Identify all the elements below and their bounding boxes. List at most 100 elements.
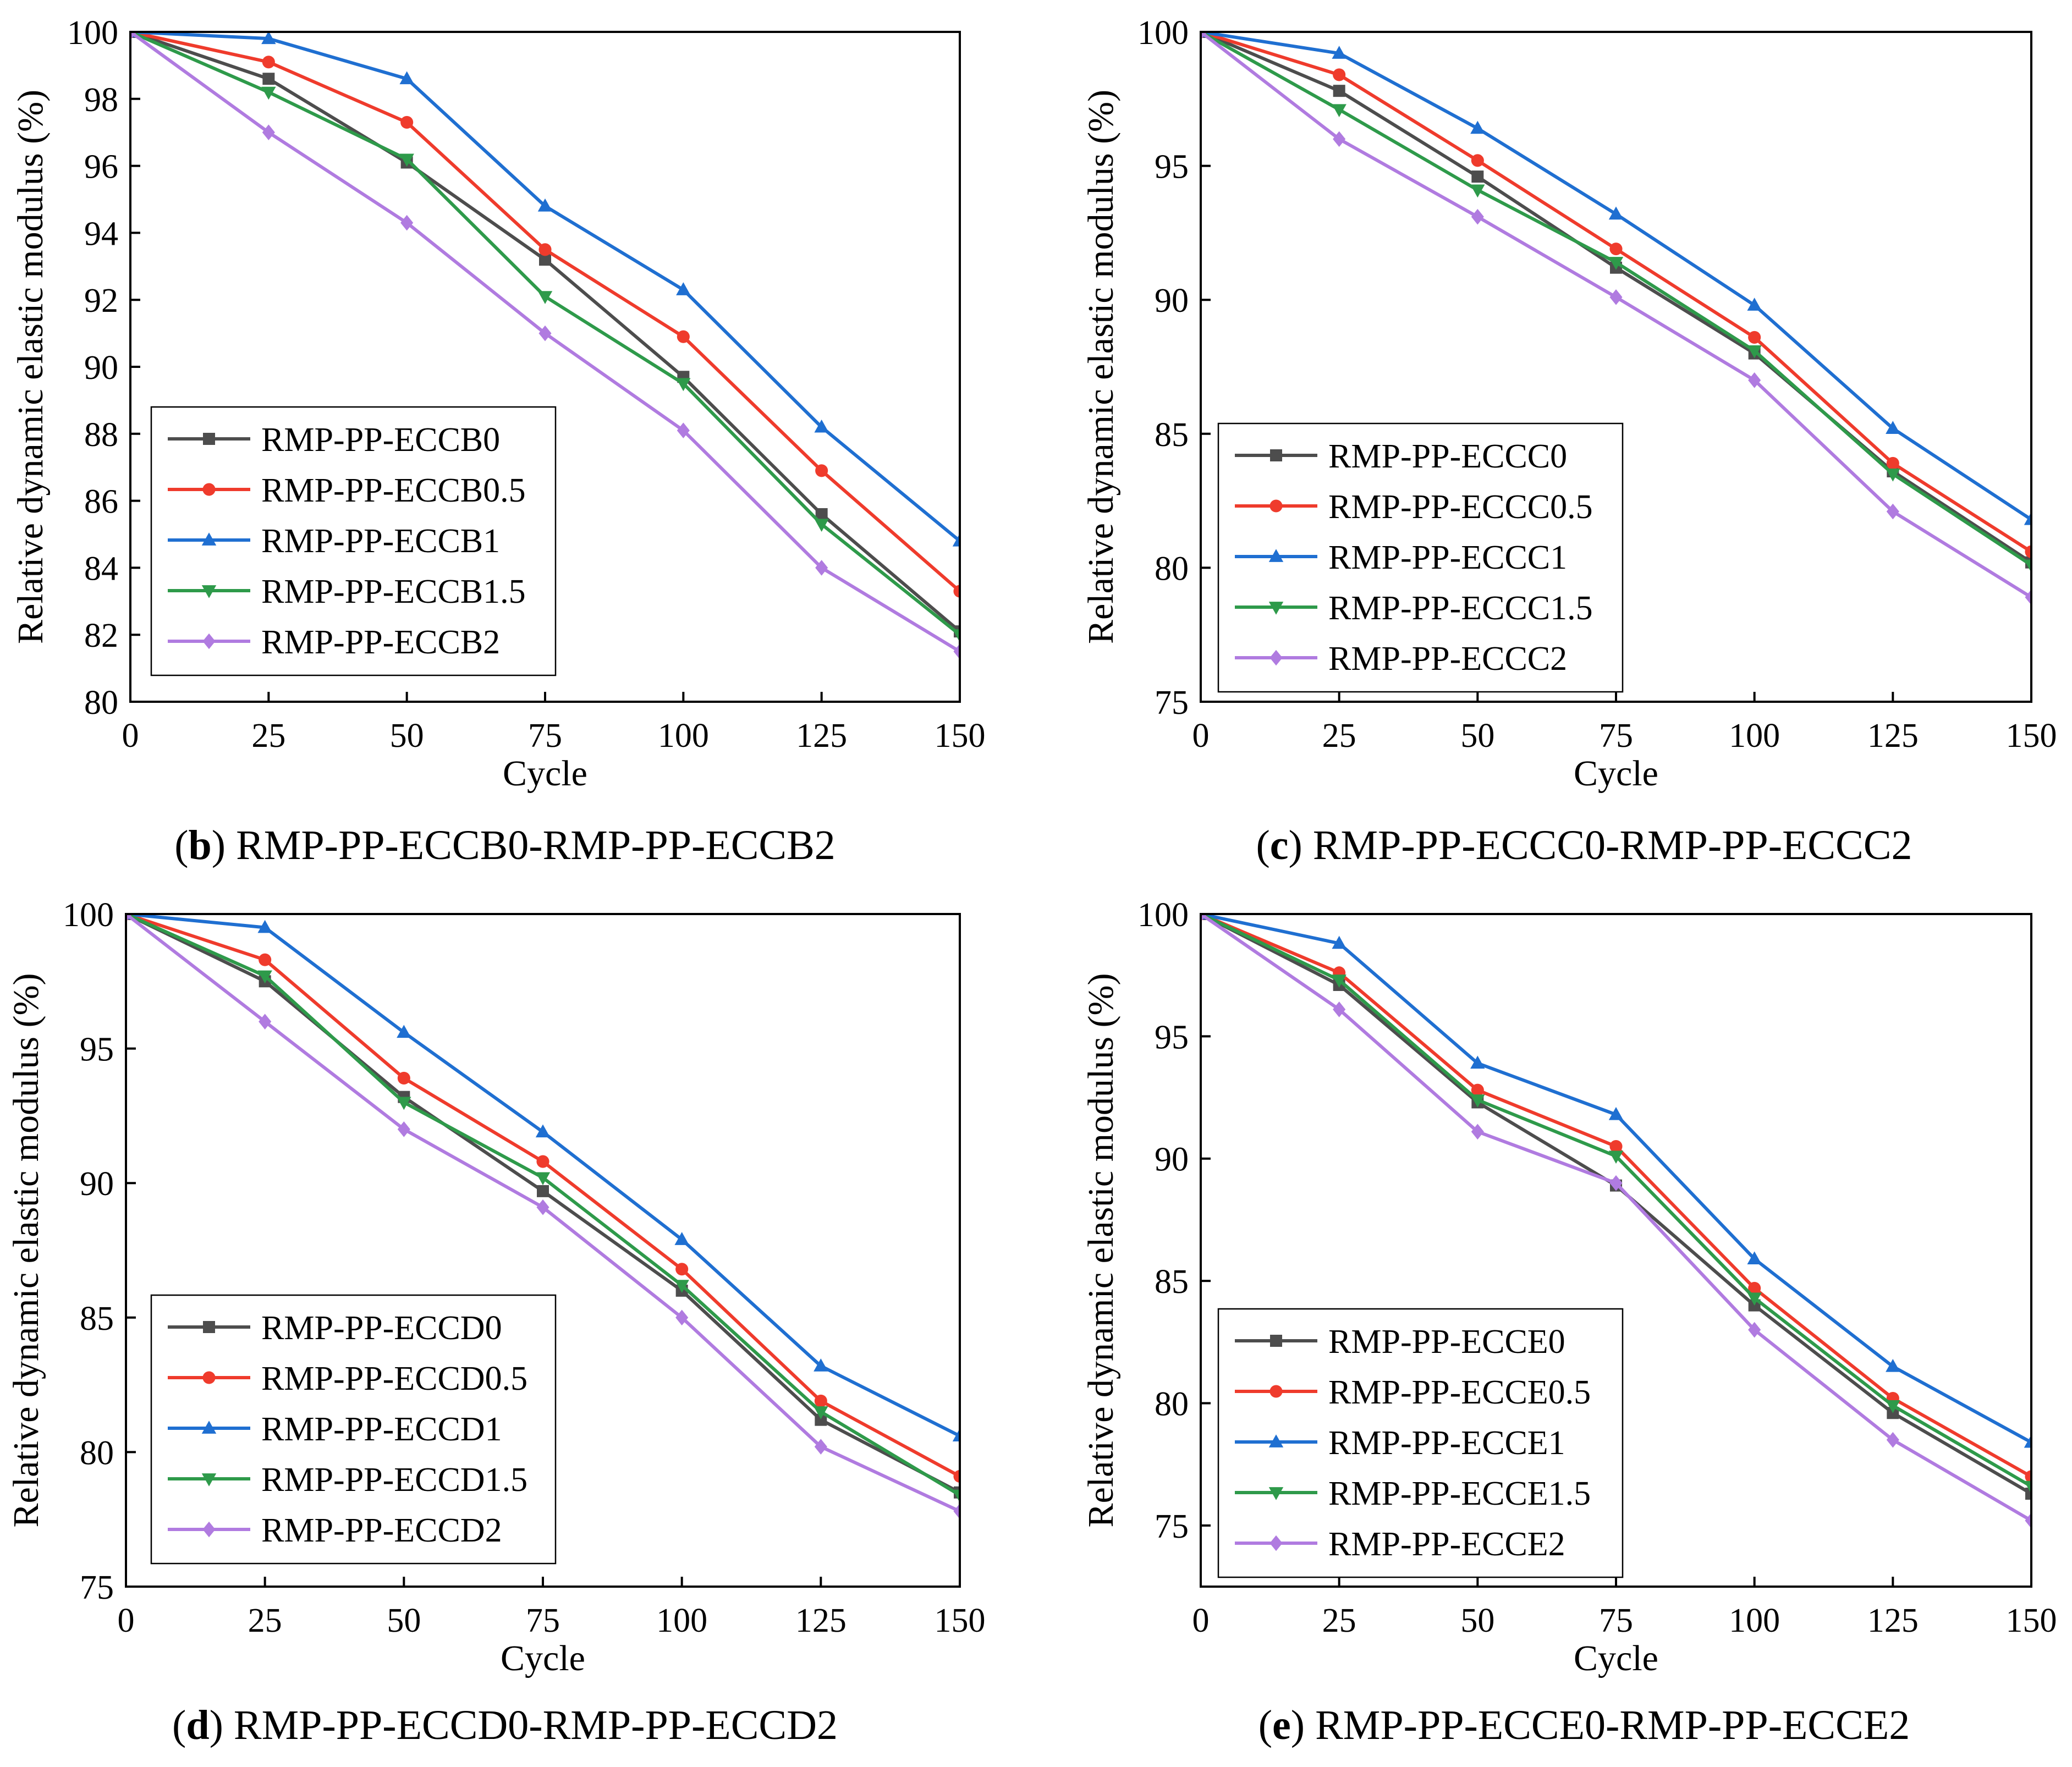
y-tick-label: 90	[84, 349, 118, 387]
data-point-RMP-PP-ECCC2	[1748, 372, 1761, 388]
y-tick-label: 86	[84, 483, 118, 521]
data-point-RMP-PP-ECCB1.5	[261, 86, 276, 100]
data-point-RMP-PP-ECCB2	[815, 560, 828, 576]
data-point-RMP-PP-ECCD1	[535, 1124, 551, 1138]
data-point-RMP-PP-ECCB2	[538, 325, 552, 342]
panel-caption-text: RMP-PP-ECCD0-RMP-PP-ECCD2	[234, 1702, 838, 1748]
data-point-RMP-PP-ECCB0	[262, 73, 275, 85]
data-point-RMP-PP-ECCD0.5	[397, 1071, 410, 1085]
data-point-RMP-PP-ECCE1	[1470, 1055, 1485, 1069]
y-tick-label: 90	[1155, 1141, 1189, 1179]
x-tick-label: 0	[1192, 717, 1210, 755]
data-point-RMP-PP-ECCE1.5	[1886, 1400, 1900, 1413]
legend-marker	[202, 483, 216, 496]
data-point-RMP-PP-ECCE2	[1748, 1322, 1761, 1338]
legend-label: RMP-PP-ECCE1	[1328, 1424, 1565, 1462]
x-tick-label: 25	[251, 717, 285, 755]
data-point-RMP-PP-ECCE1	[1332, 935, 1346, 949]
x-tick-label: 25	[1322, 1602, 1356, 1639]
legend-label: RMP-PP-ECCD0.5	[261, 1360, 527, 1397]
chart-panel-d: 0 25 50 75 100 125 150 75 80 85 90 95 100 Cycle Relati…	[6, 896, 986, 1748]
y-tick-label: 80	[1155, 550, 1189, 587]
y-tick-label: 80	[84, 684, 118, 722]
x-tick-label: 25	[248, 1602, 282, 1639]
x-tick-label: 75	[526, 1602, 560, 1639]
x-axis-label: Cycle	[503, 753, 587, 794]
data-point-RMP-PP-ECCB1.5	[399, 153, 414, 167]
data-point-RMP-PP-ECCE1.5	[1608, 1151, 1624, 1164]
data-point-RMP-PP-ECCD1	[257, 920, 272, 933]
y-tick-label: 98	[84, 81, 118, 119]
legend-label: RMP-PP-ECCB0.5	[261, 472, 526, 509]
x-axis-label: Cycle	[1574, 1638, 1658, 1678]
panel-letter: b	[189, 822, 212, 868]
data-point-RMP-PP-ECCE2	[1333, 1001, 1346, 1017]
panel-caption: (d) RMP-PP-ECCD0-RMP-PP-ECCD2	[172, 1702, 838, 1748]
legend-marker	[202, 1521, 216, 1538]
data-point-RMP-PP-ECCD1.5	[397, 1097, 411, 1110]
y-tick-label: 88	[84, 416, 118, 454]
x-tick-label: 50	[387, 1602, 421, 1639]
legend-label: RMP-PP-ECCC1	[1328, 539, 1567, 576]
panel-caption-text: RMP-PP-ECCC0-RMP-PP-ECCC2	[1313, 822, 1912, 868]
data-point-RMP-PP-ECCD2	[814, 1439, 827, 1455]
x-tick-label: 50	[390, 717, 424, 755]
legend-label: RMP-PP-ECCC0.5	[1328, 488, 1593, 526]
data-point-RMP-PP-ECCE1.5	[1332, 975, 1346, 988]
legend-marker	[203, 433, 215, 445]
y-tick-label: 95	[1155, 148, 1189, 186]
legend-label: RMP-PP-ECCE0	[1328, 1323, 1565, 1361]
legend-label: RMP-PP-ECCC2	[1328, 640, 1567, 678]
y-tick-label: 75	[1155, 1508, 1189, 1545]
y-tick-label: 75	[1155, 684, 1189, 722]
data-point-RMP-PP-ECCD0.5	[259, 953, 272, 966]
legend-marker	[1268, 1487, 1284, 1500]
y-tick-label: 100	[67, 14, 118, 52]
data-point-RMP-PP-ECCB0.5	[677, 330, 690, 343]
series-group	[1201, 31, 2032, 605]
legend-label: RMP-PP-ECCD2	[261, 1512, 502, 1549]
y-tick-label: 84	[84, 550, 118, 587]
panel-letter: e	[1272, 1702, 1291, 1748]
legend-marker	[201, 532, 217, 546]
x-tick-label: 125	[1867, 717, 1919, 755]
data-point-RMP-PP-ECCB1.5	[676, 378, 691, 392]
series-group	[130, 31, 961, 659]
data-point-RMP-PP-ECCC1.5	[1747, 345, 1762, 359]
data-point-RMP-PP-ECCC1.5	[1608, 257, 1624, 270]
data-point-RMP-PP-ECCC2	[1886, 503, 1899, 520]
data-point-RMP-PP-ECCB0.5	[538, 243, 552, 256]
data-point-RMP-PP-ECCC0	[1471, 170, 1484, 183]
data-point-RMP-PP-ECCE2	[1471, 1124, 1484, 1140]
data-point-RMP-PP-ECCC1.5	[1886, 468, 1900, 482]
data-point-RMP-PP-ECCD1.5	[535, 1172, 551, 1186]
data-point-RMP-PP-ECCE1	[1747, 1251, 1762, 1264]
panel-caption: (c) RMP-PP-ECCC0-RMP-PP-ECCC2	[1256, 822, 1912, 868]
data-point-RMP-PP-ECCC0.5	[1609, 243, 1623, 256]
x-tick-label: 150	[2006, 1602, 2057, 1639]
data-point-RMP-PP-ECCC1	[1470, 120, 1485, 134]
y-axis-label: Relative dynamic elastic modulus (%)	[6, 973, 46, 1527]
legend-marker	[1269, 649, 1283, 666]
legend-marker	[203, 1321, 215, 1333]
data-point-RMP-PP-ECCC2	[1333, 131, 1346, 147]
data-point-RMP-PP-ECCC1.5	[1332, 104, 1346, 118]
y-tick-label: 85	[80, 1300, 114, 1337]
y-tick-label: 80	[1155, 1385, 1189, 1423]
y-tick-label: 100	[63, 896, 114, 934]
legend-marker	[201, 1421, 217, 1434]
data-point-RMP-PP-ECCD2	[675, 1309, 689, 1326]
data-point-RMP-PP-ECCB0.5	[262, 56, 275, 69]
legend-marker	[1269, 499, 1283, 513]
legend-label: RMP-PP-ECCB1.5	[261, 573, 526, 610]
plot-frame	[129, 31, 961, 703]
data-point-RMP-PP-ECCB2	[262, 124, 275, 140]
data-point-RMP-PP-ECCE1.5	[1747, 1292, 1762, 1306]
y-tick-label: 80	[80, 1434, 114, 1472]
x-tick-label: 150	[2006, 717, 2057, 755]
data-point-RMP-PP-ECCC2	[1609, 289, 1623, 305]
data-point-RMP-PP-ECCB0	[539, 254, 551, 266]
y-tick-label: 75	[80, 1569, 114, 1606]
x-tick-label: 125	[795, 1602, 847, 1639]
y-tick-label: 90	[80, 1165, 114, 1203]
